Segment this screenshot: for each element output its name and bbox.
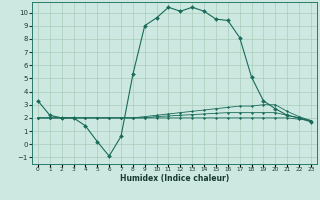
X-axis label: Humidex (Indice chaleur): Humidex (Indice chaleur) [120,174,229,183]
